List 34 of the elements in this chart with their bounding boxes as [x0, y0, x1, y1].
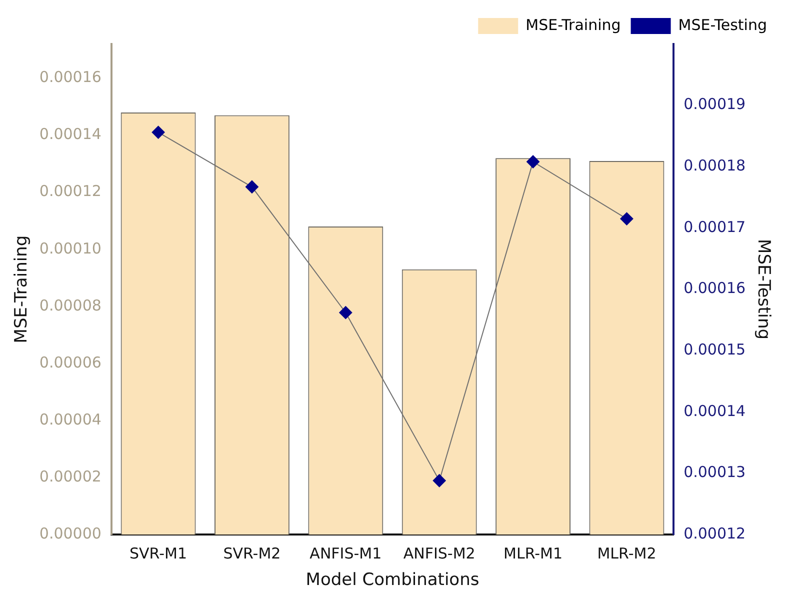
point: [245, 180, 258, 194]
y-tick-label: 0.00006: [39, 353, 102, 372]
y2-tick-label: 0.00014: [684, 402, 746, 420]
y2-tick-label: 0.00017: [684, 218, 746, 236]
y2-tick-label: 0.00018: [684, 156, 746, 175]
y-tick-label: 0.00016: [39, 68, 102, 86]
legend-label: MSE-Testing: [678, 16, 768, 34]
y-tick-label: 0.00008: [39, 296, 102, 314]
point: [526, 155, 540, 168]
y-tick-label: 0.00012: [39, 182, 102, 200]
point: [432, 474, 446, 488]
y-axis-title: MSE-Training: [12, 235, 32, 344]
x-tick-label: SVR-M1: [130, 544, 188, 562]
y2-axis-title: MSE-Testing: [753, 239, 774, 340]
y2-tick-label: 0.00013: [684, 463, 746, 482]
y-tick-label: 0.00004: [39, 410, 102, 428]
y2-tick-label: 0.00016: [684, 279, 746, 298]
x-tick-label: MLR-M1: [504, 544, 563, 562]
x-tick-label: MLR-M2: [597, 544, 656, 562]
y2-tick-label: 0.00012: [684, 524, 746, 542]
x-tick-label: ANFIS-M2: [403, 544, 476, 562]
x-axis-title: Model Combinations: [306, 570, 480, 590]
x-tick-label: SVR-M2: [223, 544, 281, 562]
y-tick-label: 0.00000: [39, 524, 102, 542]
y-tick-label: 0.00014: [39, 125, 102, 144]
y-tick-label: 0.00002: [39, 467, 102, 486]
y2-tick-label: 0.00015: [684, 340, 746, 359]
y-tick-label: 0.00010: [39, 239, 102, 258]
legend-label: MSE-Training: [526, 16, 621, 34]
x-tick-label: ANFIS-M1: [310, 544, 382, 562]
point: [620, 212, 634, 226]
point: [152, 126, 165, 139]
y2-tick-label: 0.00019: [684, 95, 746, 114]
point: [339, 306, 352, 320]
